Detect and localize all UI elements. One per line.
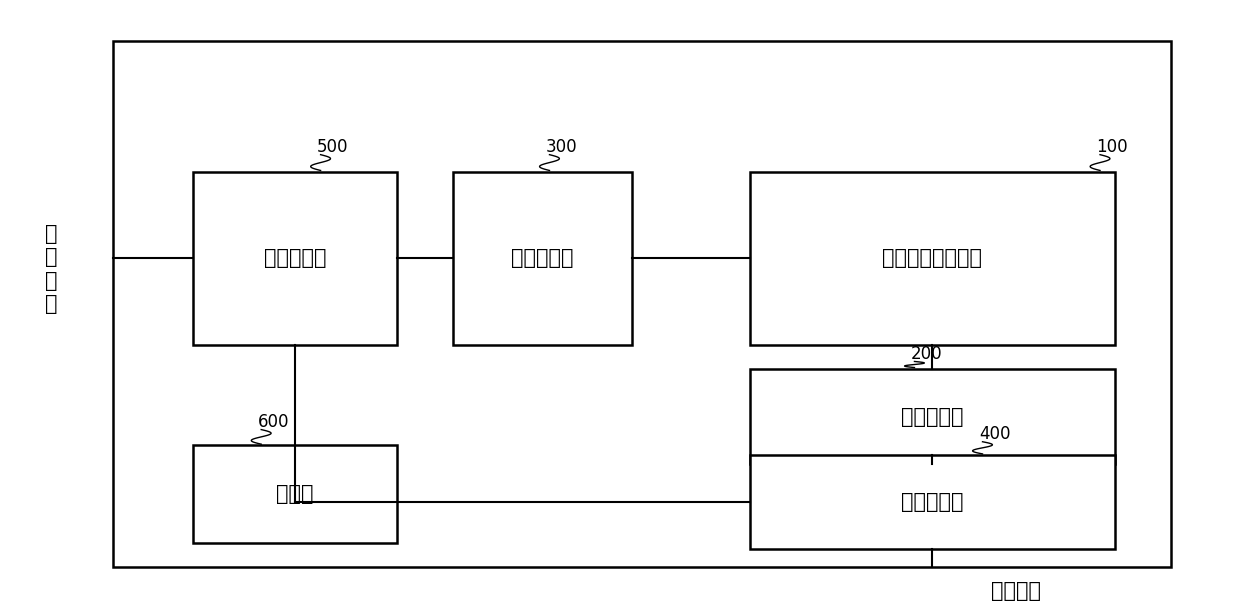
Bar xyxy=(113,41,1171,567)
Text: 输
入
接
口: 输 入 接 口 xyxy=(45,224,57,314)
Bar xyxy=(453,172,632,345)
Bar xyxy=(193,172,397,345)
Text: 100: 100 xyxy=(1096,138,1128,156)
Bar xyxy=(750,455,1115,549)
Text: 200: 200 xyxy=(910,345,942,363)
Bar xyxy=(750,172,1115,345)
Text: 输入寄存器: 输入寄存器 xyxy=(511,248,574,268)
Text: 300: 300 xyxy=(546,138,578,156)
Text: 片上存储器: 片上存储器 xyxy=(264,248,326,268)
Text: 非易失性运算模块: 非易失性运算模块 xyxy=(883,248,982,268)
Text: 500: 500 xyxy=(317,138,348,156)
Text: 600: 600 xyxy=(258,413,289,431)
Text: 控制器: 控制器 xyxy=(277,484,314,504)
Text: 后处理模块: 后处理模块 xyxy=(901,406,963,426)
Text: 输出接口: 输出接口 xyxy=(991,581,1040,601)
Bar xyxy=(193,445,397,543)
Text: 400: 400 xyxy=(978,425,1011,444)
Text: 输出寄存器: 输出寄存器 xyxy=(901,492,963,511)
Bar xyxy=(750,370,1115,464)
